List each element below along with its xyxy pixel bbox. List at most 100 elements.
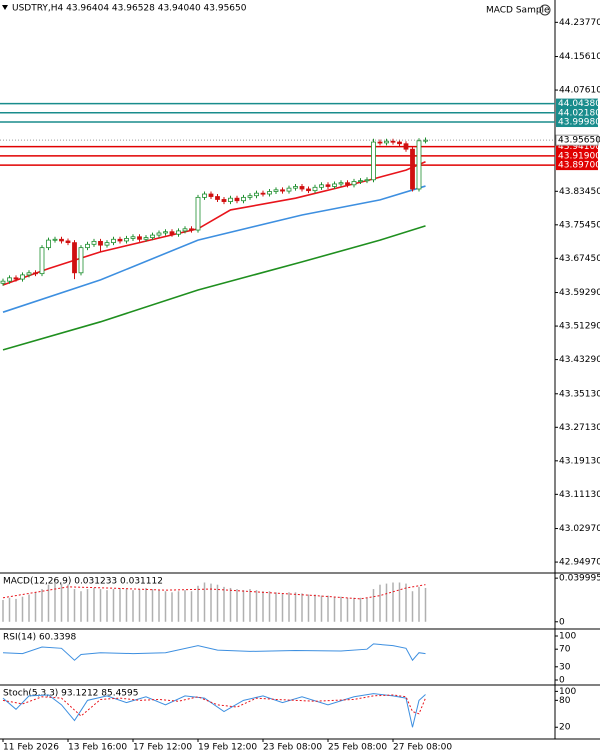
candle-body	[85, 243, 90, 249]
y-tick-label: 44.23770	[559, 18, 600, 28]
x-tick-label: 25 Feb 08:00	[328, 743, 387, 753]
macd-bar	[21, 596, 24, 622]
macd-bar	[138, 589, 141, 622]
y-tick-label: 43.19130	[559, 456, 600, 466]
macd-bar	[60, 583, 63, 622]
candle-body	[33, 272, 38, 275]
candle-body	[163, 231, 168, 234]
indicator-line	[2, 225, 426, 351]
candle-body	[273, 189, 279, 192]
candle-body	[228, 197, 233, 202]
macd-bar	[80, 591, 82, 622]
candle-body	[189, 228, 194, 231]
panel-title: Stoch(5,3,3) 93.1212 85.4595	[3, 689, 138, 699]
candle-body	[306, 188, 311, 192]
candle-body	[52, 238, 58, 241]
macd-bar	[184, 590, 186, 622]
macd-bar	[392, 582, 394, 622]
candle-body	[254, 192, 259, 197]
macd-bar	[145, 587, 147, 622]
candle-body	[260, 192, 266, 195]
candle-body	[221, 199, 227, 202]
macd-bar	[281, 593, 284, 622]
expert-icon[interactable]	[539, 4, 551, 16]
macd-bar	[67, 584, 69, 622]
last-price-label: 43.95650	[558, 136, 600, 146]
macd-bar	[93, 587, 95, 622]
macd-bar	[418, 586, 420, 622]
macd-bar	[314, 594, 316, 622]
macd-bar	[86, 589, 89, 622]
macd-bar	[236, 589, 238, 622]
y-tick-label: 43.35130	[559, 389, 600, 399]
indicator-line	[2, 694, 426, 717]
candle-body	[130, 236, 136, 239]
level-label: 43.94100	[558, 142, 600, 152]
candle-body	[377, 141, 383, 144]
macd-bar	[99, 589, 102, 622]
macd-bar	[405, 583, 407, 622]
y-tick-label: 30	[559, 662, 571, 672]
level-label-box	[556, 150, 598, 161]
candle-body	[403, 143, 409, 150]
y-tick-label: 43.02970	[559, 524, 600, 534]
macd-bar	[190, 591, 193, 622]
level-label-box	[556, 98, 598, 109]
candle-body	[195, 196, 201, 231]
candle-body	[46, 239, 51, 249]
y-tick-label: 43.67450	[559, 254, 600, 264]
candle-body	[156, 232, 162, 236]
candle-body	[150, 234, 155, 238]
macd-bar	[288, 592, 290, 622]
macd-bar	[34, 592, 37, 622]
y-tick-label: 43.11130	[559, 490, 600, 500]
x-tick-label: 11 Feb 2026	[3, 743, 59, 753]
macd-bar	[203, 582, 206, 622]
level-label: 43.91900	[558, 151, 600, 161]
level-label: 43.99980	[558, 118, 600, 128]
candle-body	[215, 196, 220, 200]
level-label-box	[556, 141, 598, 152]
candle-body	[208, 193, 214, 197]
y-tick-label: 0	[559, 676, 565, 686]
candle-body	[345, 182, 350, 186]
macd-bar	[301, 593, 303, 622]
y-tick-label: 44.15610	[559, 52, 600, 62]
macd-bar	[158, 590, 160, 622]
candle-body	[111, 238, 116, 244]
macd-bar	[2, 599, 4, 622]
macd-bar	[268, 591, 271, 622]
macd-bar	[47, 584, 50, 622]
macd-bar	[327, 595, 329, 622]
candle-body	[78, 247, 84, 274]
candle-body	[384, 140, 389, 144]
candle-body	[7, 277, 12, 282]
macd-bar	[73, 589, 76, 622]
y-tick-label: 43.75450	[559, 220, 600, 230]
macd-bar	[379, 584, 381, 622]
macd-bar	[164, 591, 167, 622]
y-tick-label: 0.039995	[559, 574, 600, 584]
indicator-line	[2, 643, 426, 662]
y-tick-label: 20	[559, 723, 571, 733]
panel-title: RSI(14) 60.3398	[3, 633, 76, 643]
y-tick-label: 43.51290	[559, 322, 600, 332]
candle-body	[72, 242, 77, 274]
macd-bar	[255, 590, 258, 622]
candle-body	[293, 186, 298, 189]
menu-arrow[interactable]	[2, 5, 8, 10]
candle-body	[124, 238, 129, 242]
macd-bar	[41, 589, 43, 622]
level-label: 44.04380	[558, 99, 600, 109]
candle-body	[397, 141, 402, 145]
candle-body	[39, 247, 45, 275]
chart-title: USDTRY,H4 43.96404 43.96528 43.94040 43.…	[12, 4, 247, 14]
y-tick-label: 44.07610	[559, 86, 600, 96]
candle-body	[59, 238, 64, 242]
x-tick-label: 17 Feb 12:00	[133, 743, 192, 753]
level-label-box	[556, 107, 598, 118]
candle-body	[234, 197, 240, 202]
candle-body	[319, 184, 324, 188]
macd-bar	[106, 590, 108, 622]
